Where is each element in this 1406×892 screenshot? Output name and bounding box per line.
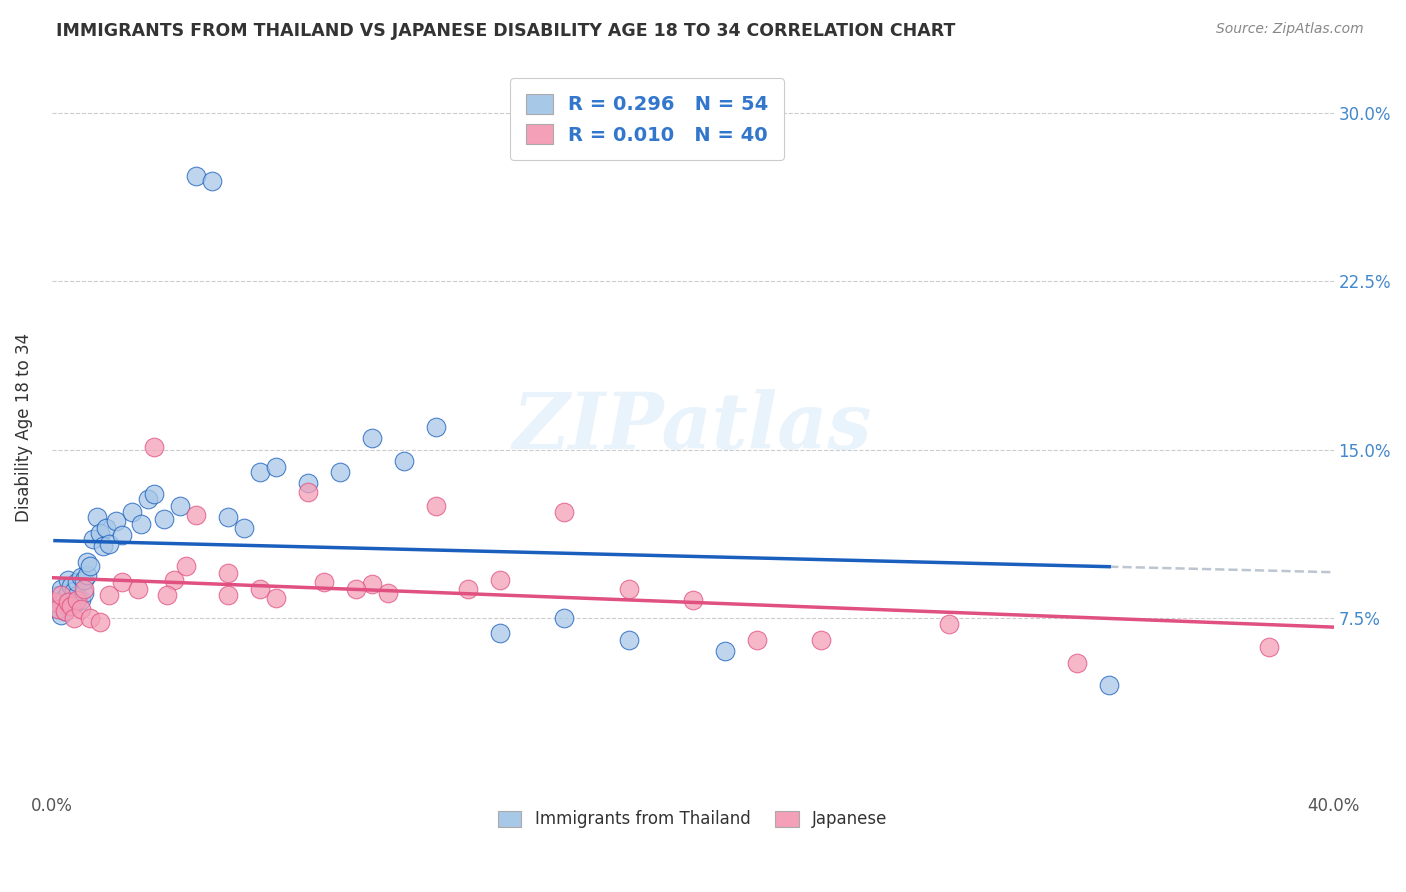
Point bbox=[76, 555, 98, 569]
Point bbox=[51, 608, 73, 623]
Point bbox=[457, 582, 479, 596]
Point bbox=[745, 633, 768, 648]
Point bbox=[361, 577, 384, 591]
Point bbox=[1098, 678, 1121, 692]
Point bbox=[713, 644, 735, 658]
Point bbox=[86, 509, 108, 524]
Point bbox=[51, 588, 73, 602]
Point bbox=[98, 537, 121, 551]
Point bbox=[44, 595, 66, 609]
Point bbox=[127, 582, 149, 596]
Point bbox=[79, 559, 101, 574]
Point bbox=[59, 599, 82, 614]
Point bbox=[264, 460, 287, 475]
Point bbox=[361, 431, 384, 445]
Point bbox=[73, 586, 96, 600]
Point bbox=[297, 485, 319, 500]
Point bbox=[553, 610, 575, 624]
Point bbox=[329, 465, 352, 479]
Text: ZIPatlas: ZIPatlas bbox=[513, 389, 872, 466]
Point bbox=[44, 595, 66, 609]
Point bbox=[51, 595, 73, 609]
Point bbox=[131, 516, 153, 531]
Point bbox=[79, 610, 101, 624]
Point bbox=[297, 476, 319, 491]
Point bbox=[394, 454, 416, 468]
Point bbox=[143, 487, 166, 501]
Point bbox=[111, 527, 134, 541]
Point bbox=[53, 604, 76, 618]
Point bbox=[184, 169, 207, 183]
Point bbox=[66, 592, 89, 607]
Point bbox=[264, 591, 287, 605]
Point bbox=[76, 568, 98, 582]
Point bbox=[489, 573, 512, 587]
Point bbox=[217, 588, 239, 602]
Point bbox=[59, 592, 82, 607]
Point bbox=[53, 604, 76, 618]
Point bbox=[96, 521, 118, 535]
Point bbox=[176, 559, 198, 574]
Point bbox=[344, 582, 367, 596]
Point bbox=[184, 508, 207, 522]
Text: Source: ZipAtlas.com: Source: ZipAtlas.com bbox=[1216, 22, 1364, 37]
Point bbox=[425, 499, 447, 513]
Point bbox=[1066, 656, 1088, 670]
Point bbox=[217, 566, 239, 580]
Point bbox=[63, 610, 86, 624]
Point bbox=[69, 570, 91, 584]
Point bbox=[121, 505, 143, 519]
Point bbox=[249, 582, 271, 596]
Point bbox=[314, 574, 336, 589]
Y-axis label: Disability Age 18 to 34: Disability Age 18 to 34 bbox=[15, 333, 32, 522]
Point bbox=[59, 579, 82, 593]
Point bbox=[56, 586, 79, 600]
Point bbox=[217, 509, 239, 524]
Point bbox=[233, 521, 256, 535]
Point bbox=[82, 533, 104, 547]
Point bbox=[66, 588, 89, 602]
Point bbox=[56, 595, 79, 609]
Point bbox=[73, 573, 96, 587]
Point bbox=[63, 597, 86, 611]
Point bbox=[69, 592, 91, 607]
Text: IMMIGRANTS FROM THAILAND VS JAPANESE DISABILITY AGE 18 TO 34 CORRELATION CHART: IMMIGRANTS FROM THAILAND VS JAPANESE DIS… bbox=[56, 22, 956, 40]
Point bbox=[89, 525, 111, 540]
Point bbox=[489, 626, 512, 640]
Point bbox=[1258, 640, 1281, 654]
Point bbox=[51, 582, 73, 596]
Point bbox=[553, 505, 575, 519]
Point bbox=[111, 574, 134, 589]
Point bbox=[66, 574, 89, 589]
Point bbox=[617, 633, 640, 648]
Point bbox=[89, 615, 111, 629]
Point bbox=[46, 588, 69, 602]
Point bbox=[91, 539, 114, 553]
Point bbox=[425, 420, 447, 434]
Legend: Immigrants from Thailand, Japanese: Immigrants from Thailand, Japanese bbox=[491, 804, 894, 835]
Point bbox=[169, 499, 191, 513]
Point bbox=[201, 173, 224, 187]
Point bbox=[63, 583, 86, 598]
Point bbox=[617, 582, 640, 596]
Point bbox=[162, 573, 184, 587]
Point bbox=[136, 491, 159, 506]
Point bbox=[53, 591, 76, 605]
Point bbox=[377, 586, 399, 600]
Point bbox=[249, 465, 271, 479]
Point bbox=[98, 588, 121, 602]
Point bbox=[143, 440, 166, 454]
Point bbox=[104, 514, 127, 528]
Point bbox=[56, 599, 79, 614]
Point bbox=[69, 601, 91, 615]
Point bbox=[153, 512, 176, 526]
Point bbox=[810, 633, 832, 648]
Point bbox=[682, 592, 704, 607]
Point bbox=[46, 601, 69, 615]
Point bbox=[56, 573, 79, 587]
Point bbox=[156, 588, 179, 602]
Point bbox=[46, 601, 69, 615]
Point bbox=[938, 617, 960, 632]
Point bbox=[73, 582, 96, 596]
